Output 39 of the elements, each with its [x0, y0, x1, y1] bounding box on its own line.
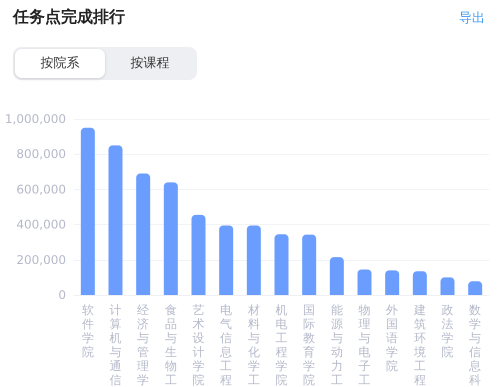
chart-title: 任务点完成排行 [13, 7, 125, 28]
y-tick-label: 400,000 [16, 218, 66, 232]
bar [108, 145, 122, 295]
bar [274, 234, 288, 295]
x-tick-label: 食品与生物工 [164, 303, 177, 387]
x-tick-label: 国际教育学院 [303, 303, 316, 387]
export-link: 导出 [459, 10, 485, 27]
y-tick-label: 200,000 [16, 252, 66, 267]
bar [219, 225, 234, 295]
toggle-group: 按院系 按课程 [13, 47, 197, 80]
y-tick-label: 0 [58, 288, 66, 302]
x-tick-label: 机电工程学院 [276, 303, 288, 387]
bar [330, 257, 344, 295]
y-tick-label: 800,000 [16, 147, 66, 162]
bar [80, 128, 95, 295]
bar [358, 269, 372, 295]
y-tick-label: 600,000 [16, 182, 66, 196]
x-tick-label: 计算机与通信 [110, 303, 122, 387]
x-tick-label: 材料与化学工 [246, 303, 260, 387]
x-tick-label: 能源与动力工 [330, 303, 343, 387]
x-tick-label: 电气信息工程 [219, 303, 232, 387]
bar [136, 174, 150, 295]
x-tick-label: 政法学院 [442, 303, 454, 359]
bar [412, 271, 427, 295]
bar [385, 270, 400, 295]
bar [302, 234, 316, 295]
y-tick-label: 1,000,000 [4, 112, 66, 126]
bar [164, 182, 178, 295]
x-tick-label: 艺术设计学院 [192, 303, 204, 387]
x-tick-label: 经济与管理学 [137, 303, 150, 387]
x-tick-label: 软件学院 [82, 303, 94, 359]
x-tick-label: 外国语学院 [386, 303, 398, 373]
x-tick-label: 物理与电子工 [358, 303, 370, 387]
x-tick-label: 数学与信息科 [468, 303, 482, 387]
bar [192, 214, 206, 295]
bar [246, 225, 261, 295]
x-tick-label: 建筑环境工程 [412, 303, 426, 387]
bar [468, 281, 482, 295]
bar [440, 277, 454, 295]
